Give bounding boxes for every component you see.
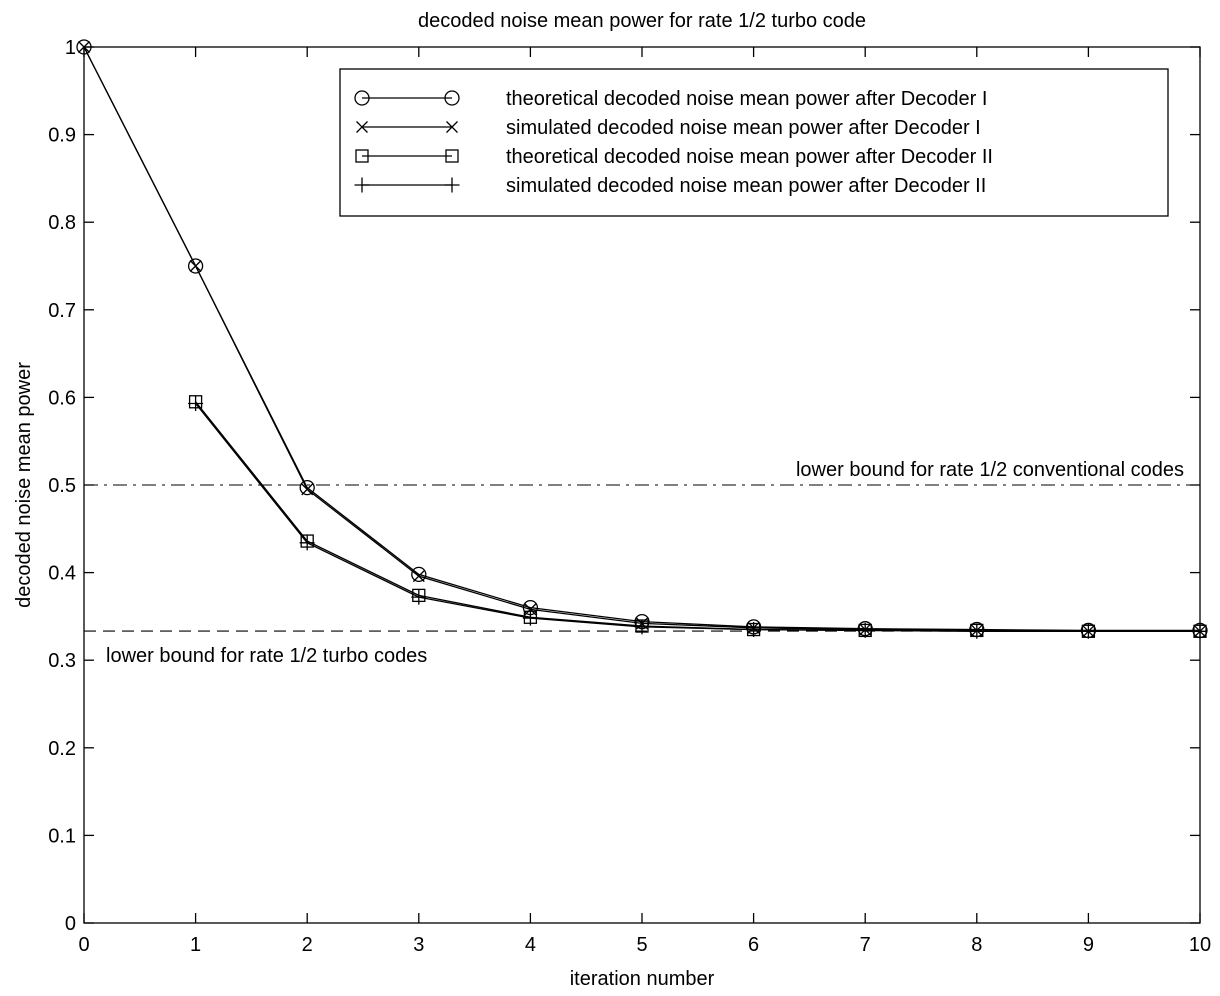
x-tick-label-2: 2 <box>302 934 313 956</box>
series-0-point-3 <box>411 566 427 583</box>
y-tick-label-4: 0.4 <box>48 563 76 585</box>
series-3-point-1 <box>299 535 315 551</box>
series-1-point-1 <box>189 260 202 272</box>
series-3-point-0 <box>188 396 204 412</box>
series-3-point-7 <box>969 623 985 639</box>
legend-label-2: theoretical decoded noise mean power aft… <box>506 146 993 168</box>
y-tick-label-7: 0.7 <box>48 300 76 322</box>
y-tick-label-5: 0.5 <box>48 475 76 497</box>
y-tick-label-9: 0.9 <box>48 125 76 147</box>
series-3-point-3 <box>522 610 538 626</box>
x-tick-label-4: 4 <box>525 934 536 956</box>
x-tick-label-10: 10 <box>1189 934 1211 956</box>
series-3-point-5 <box>746 622 762 638</box>
legend-marker-start-0 <box>354 90 370 106</box>
series-3-point-8 <box>1080 623 1096 639</box>
x-tick-label-8: 8 <box>971 934 982 956</box>
y-tick-label-8: 0.8 <box>48 212 76 234</box>
y-tick-label-2: 0.2 <box>48 738 76 760</box>
series-1-point-4 <box>524 603 537 616</box>
x-tick-label-0: 0 <box>78 934 89 956</box>
x-tick-label-7: 7 <box>860 934 871 956</box>
y-tick-label-3: 0.3 <box>48 650 76 672</box>
legend-marker-end-0 <box>444 90 460 106</box>
legend-marker-start-1 <box>356 121 368 133</box>
x-tick-label-3: 3 <box>413 934 424 956</box>
legend-marker-start-2 <box>355 149 369 163</box>
x-tick-label-9: 9 <box>1083 934 1094 956</box>
legend-label-1: simulated decoded noise mean power after… <box>506 117 981 139</box>
x-tick-label-6: 6 <box>748 934 759 956</box>
legend-marker-end-1 <box>446 121 458 133</box>
y-tick-label-10: 1 <box>65 37 76 59</box>
legend-marker-end-3 <box>444 177 460 193</box>
legend-box <box>339 68 1169 217</box>
y-tick-label-0: 0 <box>65 913 76 935</box>
plot-frame <box>83 46 1201 924</box>
series-3-point-6 <box>857 622 873 638</box>
x-axis-label: iteration number <box>570 968 715 990</box>
legend: theoretical decoded noise mean power aft… <box>339 68 1169 217</box>
series-3-point-2 <box>411 589 427 605</box>
y-tick-label-1: 0.1 <box>48 825 76 847</box>
legend-marker-start-3 <box>354 177 370 193</box>
series-line-3 <box>195 403 1200 632</box>
series-0-point-1 <box>187 258 204 274</box>
x-tick-label-5: 5 <box>636 934 647 956</box>
y-axis-label: decoded noise mean power <box>13 362 35 608</box>
series-0-point-2 <box>299 479 315 496</box>
reference-label-1: lower bound for rate 1/2 turbo codes <box>106 645 427 667</box>
legend-label-0: theoretical decoded noise mean power aft… <box>506 88 987 110</box>
series-1-point-2 <box>301 483 314 496</box>
legend-label-3: simulated decoded noise mean power after… <box>506 175 986 197</box>
series-3-point-4 <box>634 619 650 635</box>
reference-label-0: lower bound for rate 1/2 conventional co… <box>796 459 1184 481</box>
plot-area: 0 1 2 3 4 5 6 7 8 9 10 0 0.1 0.2 0.3 0.4 0.5 0.6 0.7 0.8 0.9… <box>48 37 1211 956</box>
legend-marker-end-2 <box>445 149 459 163</box>
y-tick-label-6: 0.6 <box>48 387 76 409</box>
chart-title: decoded noise mean power for rate 1/2 tu… <box>418 10 866 32</box>
x-tick-label-1: 1 <box>190 934 201 956</box>
series-1-point-3 <box>412 570 425 583</box>
